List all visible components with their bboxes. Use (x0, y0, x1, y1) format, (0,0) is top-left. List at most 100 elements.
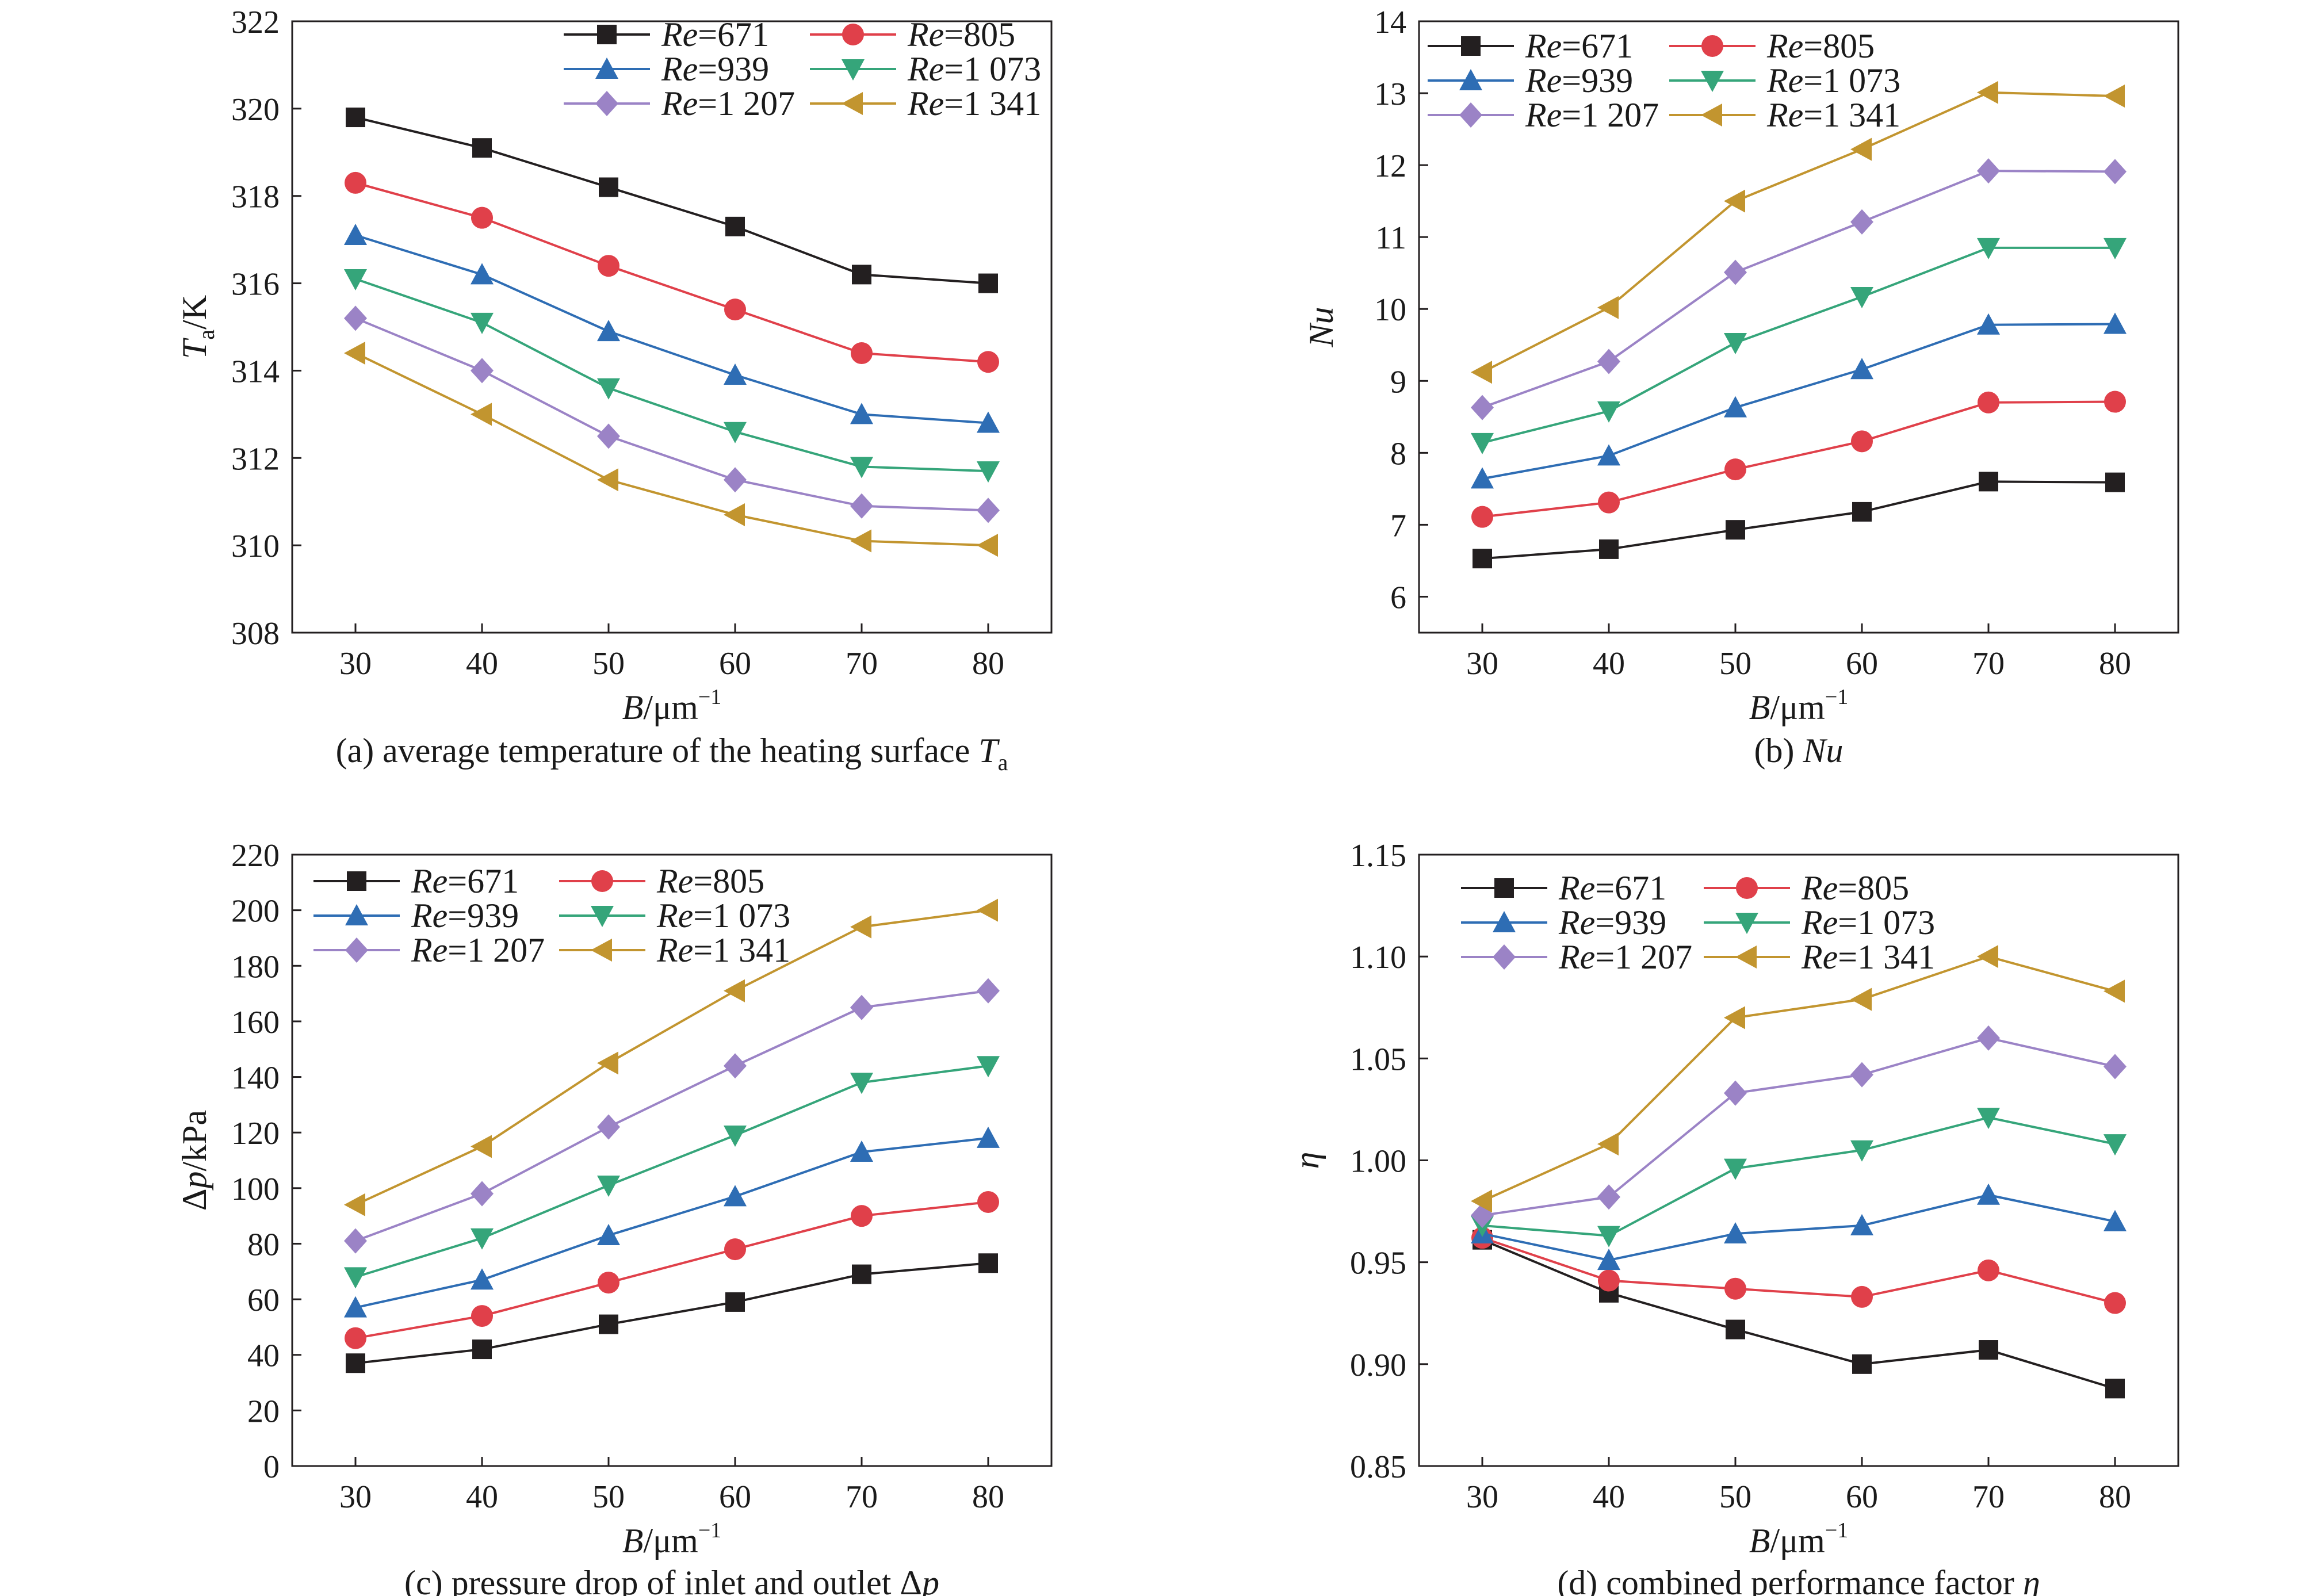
legend: Re=671 Re=805 Re=939 Re=1 073 Re=1 207 Re=1 3… (1428, 27, 1900, 134)
data-point (1979, 1340, 1998, 1360)
data-point (2104, 159, 2127, 185)
data-point (346, 108, 365, 128)
data-point (1977, 945, 1998, 969)
data-point (1724, 1006, 1745, 1029)
data-point (1852, 502, 1872, 522)
data-point (472, 138, 492, 158)
series-line (355, 909, 989, 1206)
y-tick-label: 14 (1374, 5, 1406, 40)
y-tick-label: 310 (231, 529, 280, 564)
data-point (599, 177, 618, 197)
data-point (977, 1191, 999, 1213)
data-point (2104, 85, 2125, 108)
data-point (1597, 401, 1620, 423)
legend-marker (1494, 878, 1514, 898)
legend: Re=671 Re=805 Re=939 Re=1 073 Re=1 207 Re=1 3… (1461, 869, 1935, 976)
y-tick-label: 12 (1374, 148, 1406, 184)
series-line (355, 116, 989, 285)
y-tick-label: 0 (263, 1449, 280, 1485)
x-tick-label: 60 (719, 1479, 751, 1515)
x-tick-label: 70 (1972, 1479, 2005, 1515)
data-point (597, 320, 620, 342)
data-point (597, 1175, 620, 1197)
x-tick-label: 80 (2099, 1479, 2131, 1515)
data-point (977, 1126, 1000, 1148)
data-point (1724, 259, 1747, 285)
data-point (345, 171, 366, 194)
data-point (850, 403, 873, 424)
legend-label: Re=805 (1766, 27, 1875, 65)
data-point (852, 1264, 871, 1284)
data-point (724, 298, 746, 321)
data-point (977, 461, 1000, 483)
data-point (724, 1126, 747, 1147)
data-point (598, 255, 619, 277)
data-point (344, 224, 367, 246)
x-tick-label: 70 (1972, 646, 2005, 682)
data-point (345, 1327, 366, 1349)
y-tick-label: 0.85 (1350, 1449, 1406, 1485)
data-point (2104, 238, 2127, 259)
y-tick-label: 180 (231, 949, 280, 985)
legend-marker (1736, 877, 1758, 899)
legend-label: Re=1 073 (656, 897, 790, 935)
legend-marker (1461, 36, 1481, 56)
y-axis-label: Ta/K (175, 295, 219, 359)
data-point (344, 269, 367, 290)
data-point (1850, 1140, 1873, 1162)
data-point (471, 263, 494, 285)
data-point (850, 915, 871, 939)
data-point (471, 206, 493, 229)
y-tick-label: 320 (231, 92, 280, 128)
legend-marker (591, 906, 614, 927)
series-line (355, 317, 989, 512)
data-point (724, 422, 747, 443)
legend-marker (591, 870, 613, 892)
data-point (1724, 189, 1745, 213)
legend-marker (347, 871, 366, 891)
legend-label: Re=1 341 (907, 85, 1041, 123)
data-point (1597, 1184, 1620, 1210)
data-point (1597, 1132, 1619, 1156)
data-point (599, 1314, 618, 1334)
data-point (1850, 1062, 1873, 1088)
legend-label: Re=671 (1525, 27, 1633, 65)
legend-label: Re=671 (661, 16, 769, 53)
x-tick-label: 60 (1846, 1479, 1878, 1515)
data-point (1471, 361, 1492, 384)
legend-marker (1701, 71, 1724, 92)
x-tick-label: 30 (1466, 646, 1498, 682)
data-point (1473, 549, 1492, 569)
series-line (355, 182, 989, 363)
legend-label: Re=939 (1525, 62, 1633, 99)
data-point (1597, 1249, 1620, 1270)
x-tick-label: 50 (592, 1479, 625, 1515)
x-axis-label: B/μm−1 (622, 685, 722, 726)
data-point (2104, 1054, 2127, 1080)
series-line (1482, 1036, 2116, 1217)
series-line (355, 989, 989, 1242)
data-point (1598, 491, 1620, 514)
data-point (597, 1114, 620, 1140)
legend-label: Re=1 207 (661, 85, 795, 123)
data-point (1597, 349, 1620, 374)
data-point (2104, 391, 2126, 413)
legend-marker (1701, 35, 1723, 57)
legend-label: Re=939 (1558, 904, 1666, 941)
series-line (1482, 1238, 2116, 1390)
data-point (2104, 1134, 2127, 1156)
legend-label: Re=805 (656, 862, 764, 900)
data-point (471, 1181, 494, 1207)
data-point (1726, 1319, 1745, 1339)
data-point (850, 457, 873, 479)
y-tick-label: 13 (1374, 76, 1406, 112)
data-point (1979, 472, 1998, 492)
data-point (597, 468, 618, 492)
legend-label: Re=671 (1558, 869, 1666, 907)
legend-marker (345, 904, 368, 925)
data-point (2104, 1210, 2127, 1231)
plot-frame (291, 20, 1053, 634)
legend-label: Re=1 341 (1801, 938, 1935, 976)
data-point (471, 358, 494, 384)
